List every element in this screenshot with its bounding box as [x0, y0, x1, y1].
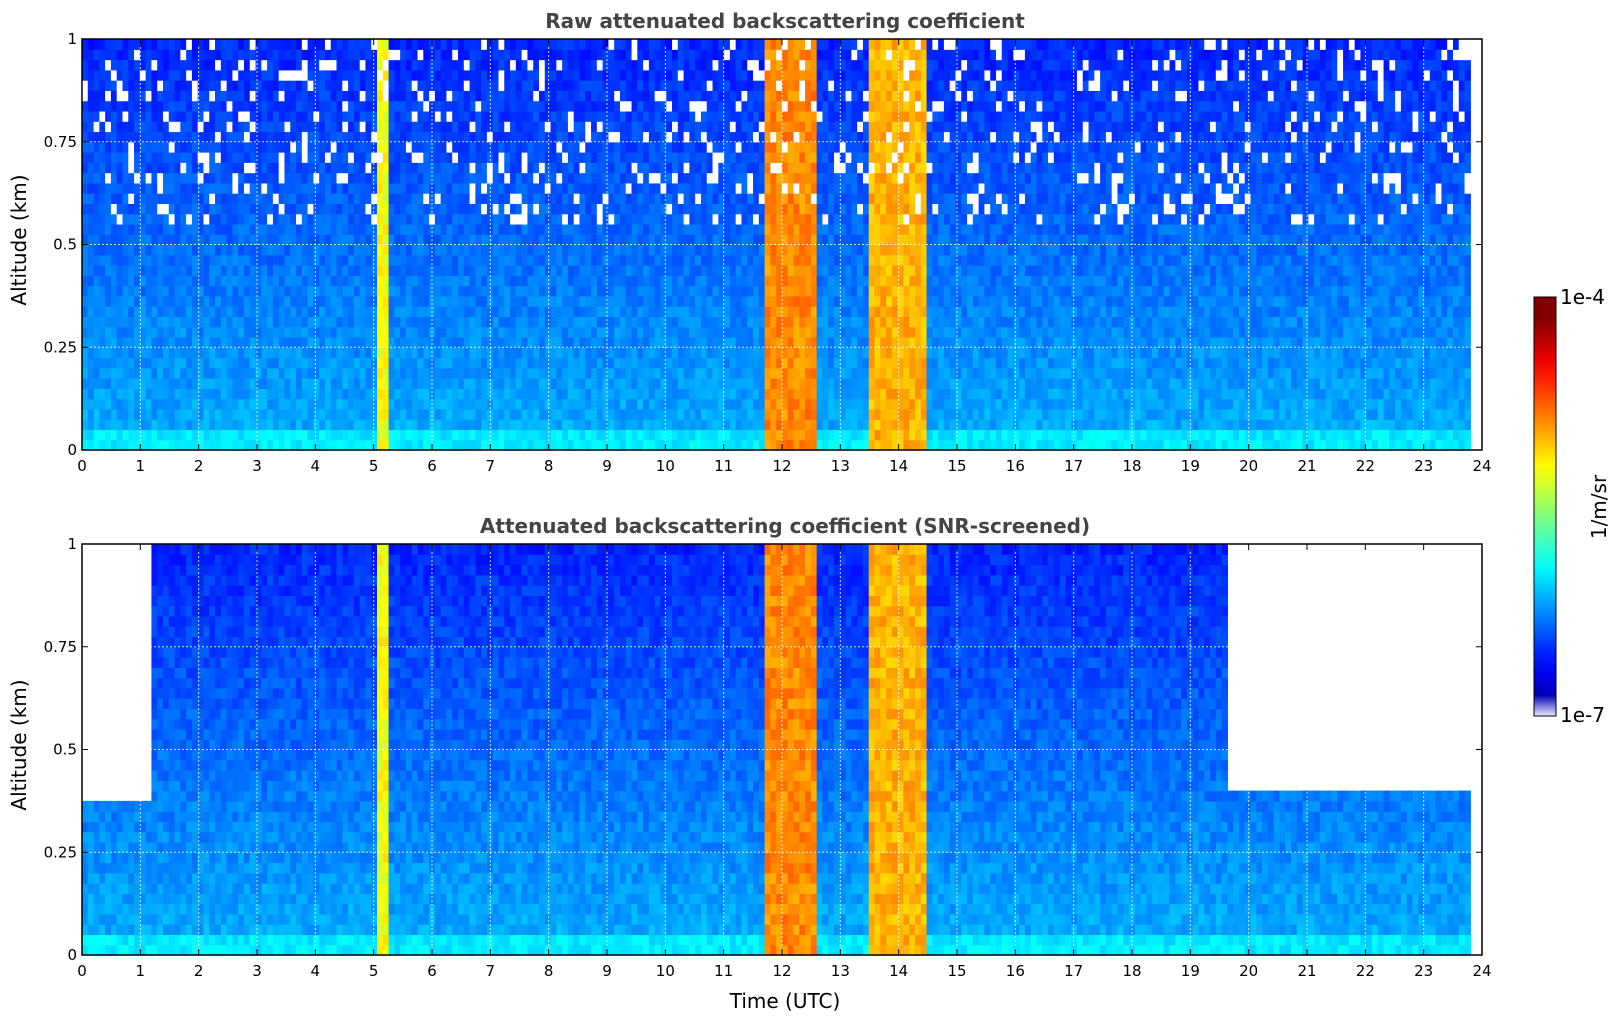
y-tick-label: 0	[67, 946, 77, 964]
x-tick-label: 12	[772, 962, 791, 980]
x-tick-label: 11	[714, 962, 733, 980]
y-tick-label: 0.25	[44, 338, 77, 356]
y-tick-label: 1	[67, 535, 77, 553]
y-tick-label: 0.5	[53, 741, 77, 759]
x-tick-label: 12	[772, 457, 791, 475]
x-tick-label: 15	[947, 457, 966, 475]
x-tick-label: 2	[194, 457, 204, 475]
y-tick-label: 1	[67, 30, 77, 48]
x-tick-label: 21	[1297, 457, 1316, 475]
x-tick-label: 7	[486, 457, 496, 475]
x-tick-label: 6	[427, 457, 437, 475]
x-tick-label: 9	[602, 457, 612, 475]
x-tick-label: 10	[656, 457, 675, 475]
x-tick-label: 4	[311, 457, 321, 475]
y-axis-ticks: 0 0.25 0.5 0.75 1	[44, 30, 1482, 459]
x-tick-label: 11	[714, 457, 733, 475]
x-tick-label: 13	[831, 457, 850, 475]
x-tick-label: 4	[311, 962, 321, 980]
snr-screened-backscatter-panel: Attenuated backscattering coefficient (S…	[7, 514, 1492, 1013]
x-tick-label: 5	[369, 457, 379, 475]
x-tick-label: 14	[889, 457, 908, 475]
x-tick-label: 17	[1064, 962, 1083, 980]
heatmap-area	[81, 543, 1483, 956]
panel-title: Attenuated backscattering coefficient (S…	[480, 514, 1090, 538]
panel-title: Raw attenuated backscattering coefficien…	[545, 9, 1025, 33]
x-tick-label: 16	[1006, 962, 1025, 980]
x-tick-label: 10	[656, 962, 675, 980]
x-tick-label: 8	[544, 962, 554, 980]
x-tick-label: 22	[1356, 962, 1375, 980]
x-tick-label: 19	[1181, 457, 1200, 475]
colorbar-unit-label: 1/m/sr	[1587, 474, 1611, 539]
y-tick-label: 0.25	[44, 843, 77, 861]
colorbar-gradient	[1533, 296, 1557, 717]
x-tick-label: 0	[77, 457, 87, 475]
x-tick-label: 23	[1414, 457, 1433, 475]
x-tick-label: 18	[1122, 457, 1141, 475]
y-tick-label: 0.5	[53, 236, 77, 254]
x-axis-label: Time (UTC)	[729, 989, 841, 1013]
x-tick-label: 20	[1239, 457, 1258, 475]
x-tick-label: 13	[831, 962, 850, 980]
x-tick-label: 22	[1356, 457, 1375, 475]
x-tick-label: 23	[1414, 962, 1433, 980]
x-tick-label: 7	[486, 962, 496, 980]
x-tick-label: 0	[77, 962, 87, 980]
y-tick-label: 0.75	[44, 133, 77, 151]
raw-backscatter-panel: Raw attenuated backscattering coefficien…	[7, 9, 1492, 475]
x-tick-label: 24	[1472, 962, 1491, 980]
x-tick-label: 24	[1472, 457, 1491, 475]
x-tick-label: 19	[1181, 962, 1200, 980]
y-axis-label: Altitude (km)	[7, 679, 31, 810]
x-tick-label: 5	[369, 962, 379, 980]
x-tick-label: 1	[136, 962, 146, 980]
x-tick-label: 3	[252, 457, 262, 475]
colorbar-min-label: 1e-7	[1560, 703, 1605, 727]
x-tick-label: 8	[544, 457, 554, 475]
colorbar: 1e-4 1e-7 1/m/sr	[1533, 285, 1611, 727]
x-tick-label: 21	[1297, 962, 1316, 980]
x-axis-ticks: 0 1 2 3 4 5 6 7 8 9 10 11 12 13 14 15 16 17 18 19 20 21 22 23 24	[77, 544, 1492, 980]
x-tick-label: 17	[1064, 457, 1083, 475]
y-tick-label: 0.75	[44, 638, 77, 656]
heatmap-area	[81, 38, 1483, 451]
x-axis-ticks: 0 1 2 3 4 5 6 7 8 9 10 11 12 13 14 15 16 17 18 19 20 21 22 23 24	[77, 39, 1492, 475]
x-tick-label: 1	[136, 457, 146, 475]
x-tick-label: 2	[194, 962, 204, 980]
x-tick-label: 18	[1122, 962, 1141, 980]
x-tick-label: 16	[1006, 457, 1025, 475]
x-tick-label: 20	[1239, 962, 1258, 980]
x-tick-label: 15	[947, 962, 966, 980]
y-axis-ticks: 0 0.25 0.5 0.75 1	[44, 535, 1482, 964]
colorbar-max-label: 1e-4	[1560, 285, 1605, 309]
x-tick-label: 3	[252, 962, 262, 980]
x-tick-label: 9	[602, 962, 612, 980]
x-tick-label: 14	[889, 962, 908, 980]
y-tick-label: 0	[67, 441, 77, 459]
y-axis-label: Altitude (km)	[7, 174, 31, 305]
x-tick-label: 6	[427, 962, 437, 980]
